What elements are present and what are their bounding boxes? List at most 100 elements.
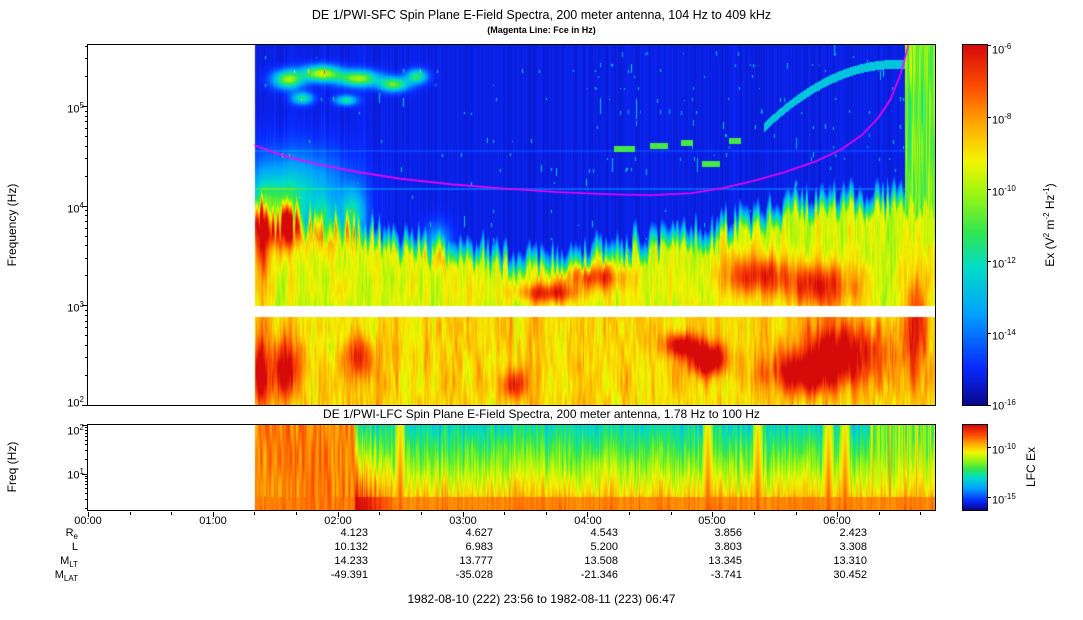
sfc-ytick-1e4: 104: [67, 201, 84, 216]
x-tick-label-2: 02:00: [324, 515, 352, 527]
x-tick-label-4: 04:00: [574, 515, 602, 527]
axis-tick: [85, 210, 88, 211]
axis-tick: [987, 117, 991, 118]
axis-tick: [85, 450, 88, 451]
axis-tick: [82, 405, 88, 406]
axis-tick: [85, 146, 88, 147]
lfc-cbtick-1e-10: 10-10: [992, 442, 1016, 457]
axis-tick: [85, 484, 88, 485]
axis-tick: [85, 176, 88, 177]
sfc-cbtick-1e-8: 10-8: [992, 112, 1012, 127]
axis-tick: [837, 512, 838, 517]
axis-tick: [85, 440, 88, 441]
sfc-colorbar-canvas: [963, 45, 987, 405]
ephemeris-value: -3.741: [710, 569, 742, 581]
axis-tick: [85, 215, 88, 216]
axis-tick: [546, 512, 547, 515]
axis-tick: [85, 357, 88, 358]
axis-tick: [85, 58, 88, 59]
axis-tick: [85, 327, 88, 328]
axis-tick: [85, 236, 88, 237]
ephemeris-row-label-re: Re: [65, 527, 78, 542]
ephemeris-value: 3.856: [714, 527, 742, 539]
lfc-cbtick-1e-15: 10-15: [992, 492, 1016, 507]
axis-tick: [85, 321, 88, 322]
sfc-colorbar-axis-label: Ex (V2 m-2 Hz-1): [1042, 183, 1057, 267]
sfc-cbtick-1e-14: 10-14: [992, 328, 1016, 343]
lfc-colorbar-axis-label: LFC Ex: [1024, 447, 1038, 488]
axis-tick: [85, 121, 88, 122]
axis-tick: [987, 261, 991, 262]
ephemeris-value: 13.777: [459, 555, 493, 567]
ephemeris-value: -49.391: [330, 569, 368, 581]
sfc-y-axis-label: Frequency (Hz): [5, 183, 19, 267]
axis-tick: [987, 45, 991, 46]
axis-tick: [82, 206, 88, 207]
lfc-title: DE 1/PWI-LFC Spin Plane E-Field Spectra,…: [323, 407, 760, 421]
x-tick-label-6: 06:00: [823, 515, 851, 527]
time-range-caption: 1982-08-10 (222) 23:56 to 1982-08-11 (22…: [407, 592, 676, 606]
axis-tick: [88, 512, 89, 517]
axis-tick: [587, 512, 588, 517]
sfc-ytick-1e5: 105: [67, 101, 84, 116]
ephemeris-row-label-mlt: MLT: [60, 555, 78, 570]
axis-tick: [987, 497, 991, 498]
axis-tick: [85, 508, 88, 509]
axis-tick: [85, 481, 88, 482]
axis-tick: [85, 430, 88, 431]
axis-tick: [254, 512, 255, 515]
axis-tick: [987, 189, 991, 190]
lfc-ytick-1e2: 102: [67, 423, 84, 438]
sfc-spectrogram-canvas: [88, 45, 935, 405]
axis-tick: [85, 46, 88, 47]
axis-tick: [987, 405, 991, 406]
axis-tick: [85, 158, 88, 159]
axis-tick: [85, 245, 88, 246]
axis-tick: [338, 512, 339, 517]
ephemeris-value: 6.983: [465, 541, 493, 553]
lfc-colorbar-canvas: [963, 425, 987, 510]
ephemeris-value: 10.132: [334, 541, 368, 553]
axis-tick: [987, 447, 991, 448]
ephemeris-value: 5.200: [590, 541, 618, 553]
axis-tick: [879, 512, 880, 515]
sfc-ytick-1e2: 102: [67, 395, 84, 410]
ephemeris-value: 3.308: [839, 541, 867, 553]
sfc-cbtick-1e-12: 10-12: [992, 256, 1016, 271]
axis-tick: [504, 512, 505, 515]
ephemeris-value: 30.452: [833, 569, 867, 581]
axis-tick: [82, 106, 88, 107]
lfc-ytick-1e1: 101: [67, 467, 84, 482]
axis-tick: [421, 512, 422, 515]
lfc-spectrogram-canvas: [88, 425, 935, 510]
axis-tick: [85, 315, 88, 316]
axis-tick: [85, 221, 88, 222]
axis-tick: [85, 433, 88, 434]
axis-tick: [987, 333, 991, 334]
axis-tick: [85, 76, 88, 77]
axis-tick: [171, 512, 172, 515]
ephemeris-row-label-mlat: MLAT: [54, 569, 78, 584]
ephemeris-value: 13.508: [584, 555, 618, 567]
axis-tick: [85, 436, 88, 437]
page-subtitle: (Magenta Line: Fce in Hz): [487, 25, 596, 35]
axis-tick: [712, 512, 713, 517]
axis-tick: [796, 512, 797, 515]
axis-tick: [85, 335, 88, 336]
sfc-ytick-1e3: 103: [67, 300, 84, 315]
page-title: DE 1/PWI-SFC Spin Plane E-Field Spectra,…: [311, 8, 772, 22]
axis-tick: [85, 258, 88, 259]
axis-tick: [85, 345, 88, 346]
axis-tick: [379, 512, 380, 515]
axis-tick: [85, 375, 88, 376]
axis-tick: [754, 512, 755, 515]
ephemeris-value: -21.346: [580, 569, 618, 581]
axis-tick: [85, 493, 88, 494]
axis-tick: [296, 512, 297, 515]
ephemeris-row-label-l: L: [71, 541, 78, 553]
ephemeris-value: 13.345: [708, 555, 742, 567]
axis-tick: [82, 425, 88, 426]
axis-tick: [85, 275, 88, 276]
axis-tick: [85, 427, 88, 428]
